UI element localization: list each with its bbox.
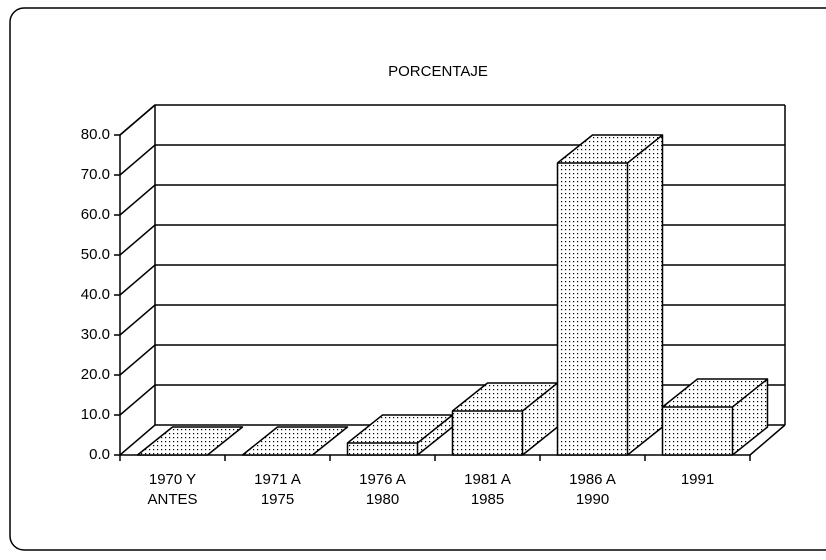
grid-line (119, 104, 785, 136)
grid-line (119, 264, 785, 296)
bar (661, 378, 769, 456)
y-tick-label: 50.0 (81, 246, 110, 263)
x-tick-label: 1986 A (569, 471, 616, 488)
y-tick-label: 0.0 (89, 446, 110, 463)
grid-line (119, 304, 785, 336)
y-tick-label: 80.0 (81, 126, 110, 143)
grid-line (119, 344, 785, 376)
grid-line (119, 184, 785, 216)
bar (346, 414, 454, 456)
y-tick-label: 30.0 (81, 326, 110, 343)
grid-line (119, 144, 785, 176)
bar (241, 426, 349, 456)
x-tick-label: 1990 (576, 491, 609, 508)
y-tick-label: 40.0 (81, 286, 110, 303)
x-tick-label: 1971 A (254, 471, 301, 488)
x-tick-label: 1976 A (359, 471, 406, 488)
y-tick-label: 70.0 (81, 166, 110, 183)
floor-edge (749, 424, 786, 456)
x-tick-label: ANTES (147, 491, 197, 508)
bar (451, 382, 559, 456)
x-tick-label: 1985 (471, 491, 504, 508)
bar (136, 426, 244, 456)
chart-title: PORCENTAJE (388, 63, 488, 80)
frame (9, 7, 826, 551)
x-tick-label: 1991 (681, 471, 714, 488)
y-tick-label: 60.0 (81, 206, 110, 223)
y-tick-label: 20.0 (81, 366, 110, 383)
y-tick-label: 10.0 (81, 406, 110, 423)
x-tick-label: 1980 (366, 491, 399, 508)
bar (556, 134, 664, 456)
x-tick-label: 1970 Y (149, 471, 196, 488)
grid-line (119, 224, 785, 256)
x-tick-label: 1975 (261, 491, 294, 508)
x-tick-label: 1981 A (464, 471, 511, 488)
